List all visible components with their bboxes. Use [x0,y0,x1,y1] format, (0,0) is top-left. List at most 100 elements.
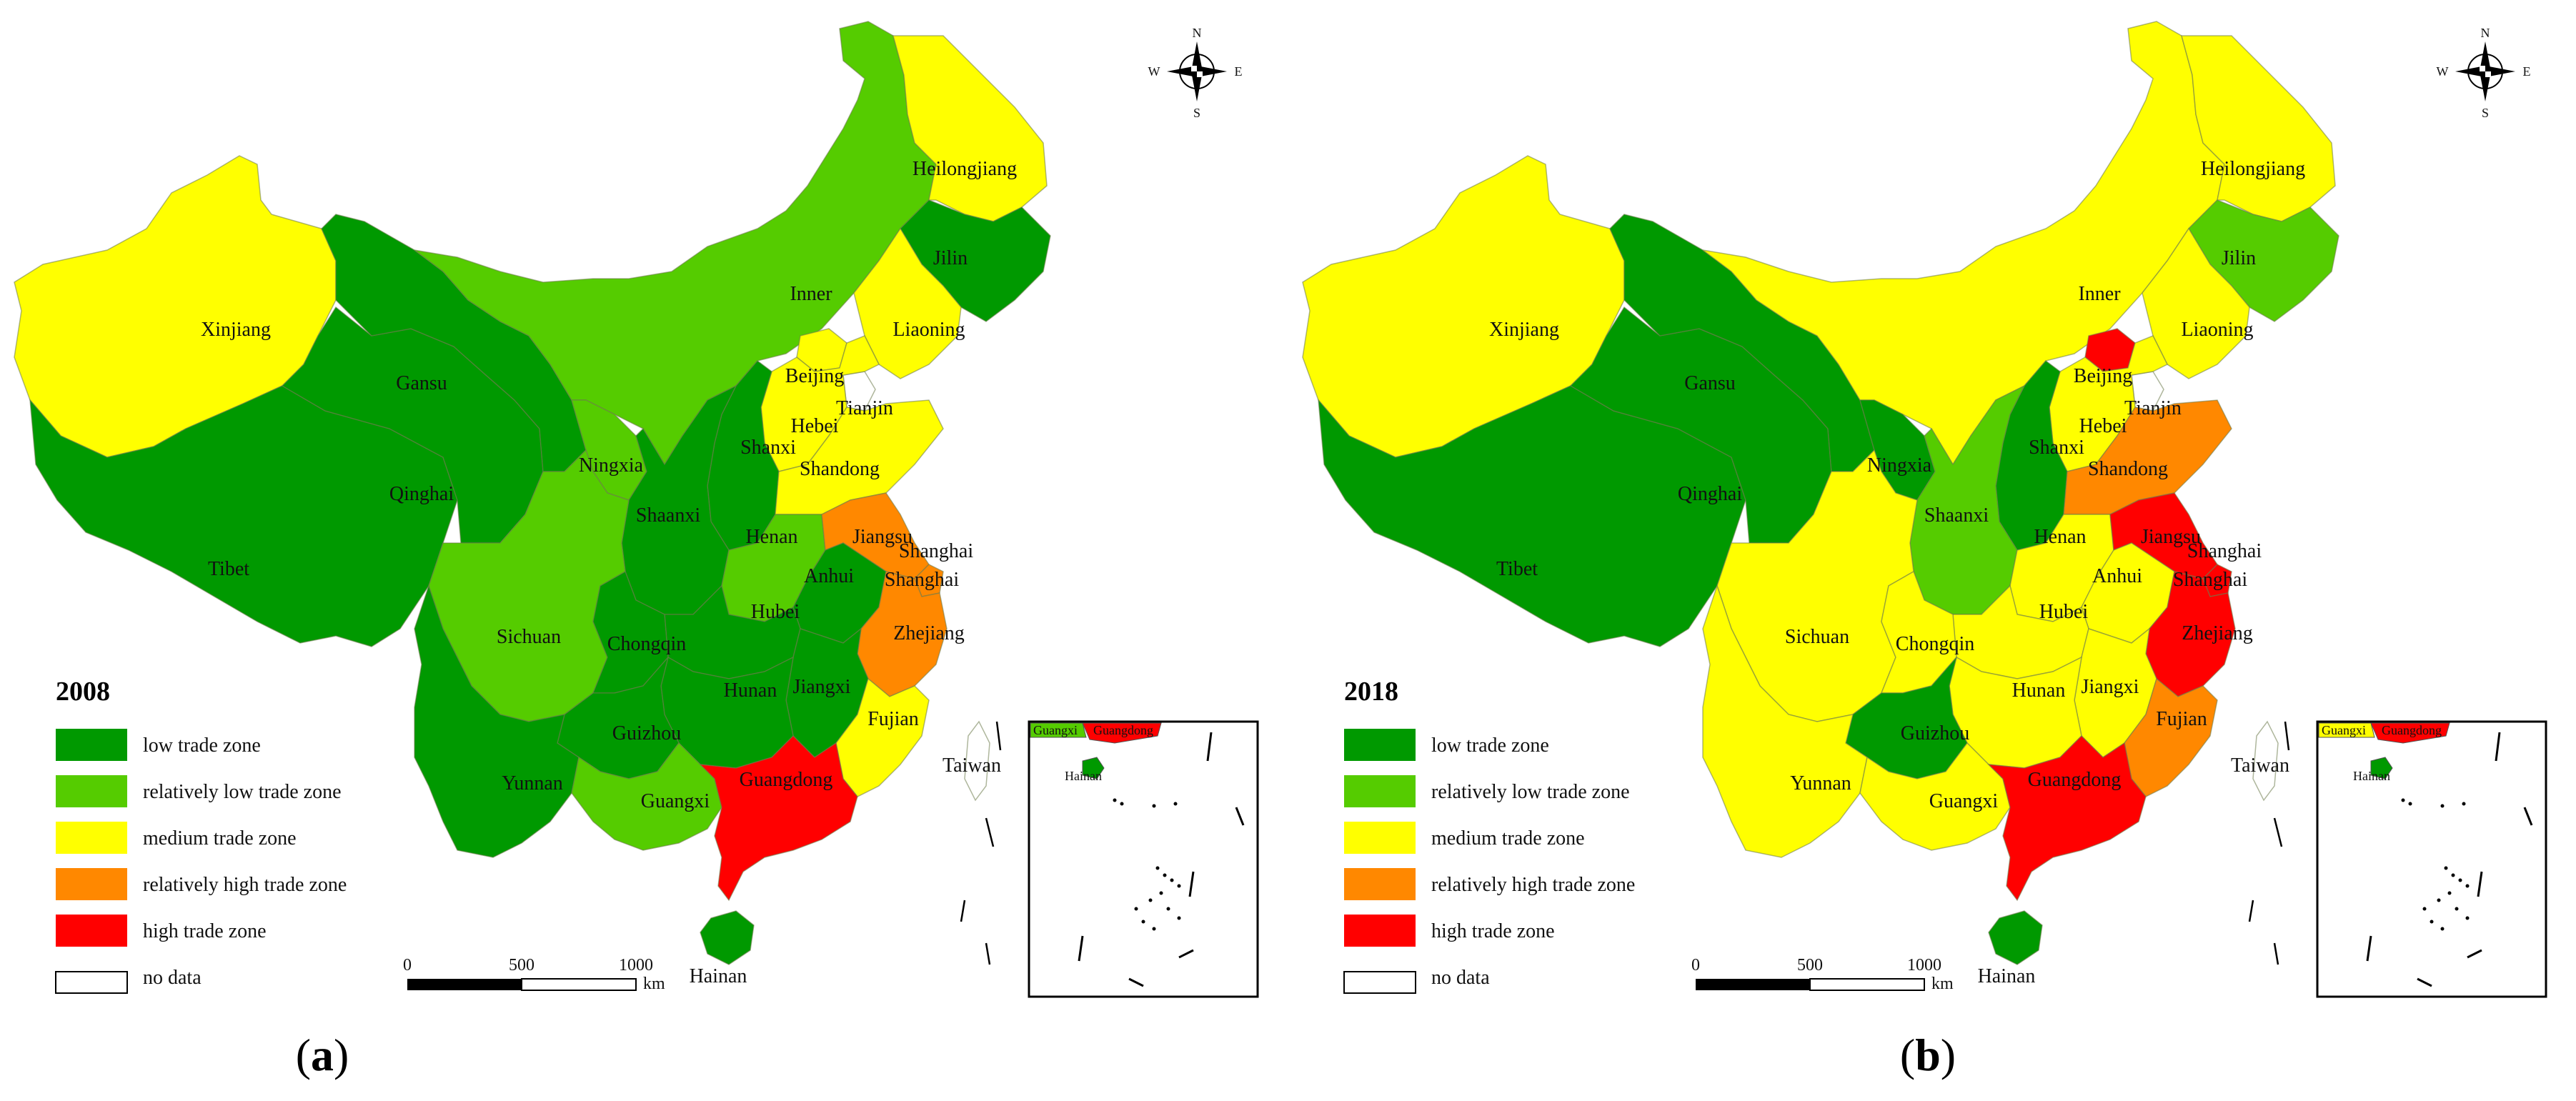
label-taiwan-b: Taiwan [2231,754,2289,777]
boundary-dash-3-a [985,942,991,965]
year-title-b: 2018 [1344,677,1398,707]
label-shanghai2-b: Shanghai [2173,569,2247,591]
inset-boundary-dash-5-a [1178,949,1194,959]
scale-unit-b: km [1931,975,1954,993]
legend-label-low-a: low trade zone [143,734,261,757]
label-anhui-b: Anhui [2092,565,2142,587]
compass-icon-b [2455,41,2515,101]
province-yunnan-b [1702,584,1868,858]
inset-island-10-a [1134,907,1138,911]
label-beijing-a: Beijing [785,365,844,387]
label-shandong-b: Shandong [2088,458,2168,480]
inset-island-10-b [2422,907,2427,911]
inset-boundary-dash-4-b [2417,977,2432,987]
label-guangdong-a: Guangdong [740,769,833,791]
province-hainan-a [700,910,755,965]
label-hainan-b: Hainan [1978,965,2036,987]
inset-island-11-b [2455,907,2459,911]
boundary-dash-1-b [2273,817,2283,847]
scale-bar-white-b [1809,978,1925,991]
boundary-dash-1-a [985,817,995,847]
inset-island-3-b [2462,802,2466,806]
label-tibet-a: Tibet [208,558,249,580]
scale-tick-0-a: 0 [403,956,412,975]
label-shandong-a: Shandong [800,458,880,480]
inset-island-7-a [1177,884,1181,888]
label-jiangsu-b: Jiangsu [2141,526,2201,548]
legend-label-relatively-high-a: relatively high trade zone [143,874,347,896]
inset-island-11-a [1166,907,1170,911]
inset-guangxi-a [1030,722,1087,738]
label-zhejiang-b: Zhejiang [2182,622,2253,644]
label-heilongjiang-b: Heilongjiang [2201,158,2305,180]
label-guangdong-b: Guangdong [2028,769,2122,791]
label-guangxi-b: Guangxi [1929,790,1999,812]
inset-boundary-dash-2-a [1188,871,1195,897]
province-taiwan-b [2252,720,2279,802]
province-taiwan-a [964,720,990,802]
label-sichuan-a: Sichuan [497,626,561,648]
label-sichuan-b: Sichuan [1785,626,1849,648]
province-guangdong-b [1986,734,2147,902]
year-title-a: 2008 [56,677,110,707]
label-xinjiang-a: Xinjiang [201,319,271,341]
inset-island-13-a [1141,920,1145,924]
label-henan-b: Henan [2034,526,2086,548]
legend-label-medium-a: medium trade zone [143,827,297,850]
label-jiangxi-b: Jiangxi [2082,676,2139,698]
legend-label-high-b: high trade zone [1431,920,1555,942]
inset-island-12-a [1177,916,1181,920]
legend-swatch-relatively-low-a [56,775,127,807]
map-panel-a: Xinjiang Tibet Qinghai Gansu Inner Heilongjia… [14,21,1259,1080]
label-anhui-a: Anhui [804,565,854,587]
inset-island-14-b [2440,927,2445,931]
label-shanghai-b: Shanghai [2187,540,2262,562]
inset-label-guangdong-b: Guangdong [2382,723,2442,737]
label-guizhou-b: Guizhou [1901,722,1969,744]
label-tianjin-b: Tianjin [2124,397,2182,419]
label-hainan-a: Hainan [690,965,747,987]
compass-n-label-a: N [1193,26,1202,40]
caption-b: (b) [1899,1030,1956,1080]
compass-icon-a [1167,41,1227,101]
compass-e-label-a: E [1235,64,1243,79]
legend-swatch-relatively-high-b [1344,868,1416,900]
inset-guangdong-b [2370,722,2450,744]
label-hunan-a: Hunan [724,679,777,702]
legend-swatch-relatively-high-a [56,868,127,900]
china-map-a: Xinjiang Tibet Qinghai Gansu Inner Heilongjia… [14,21,1259,998]
inset-label-guangxi-b: Guangxi [2322,723,2366,737]
inset-island-5-b [2451,873,2455,877]
inset-island-2-a [1152,804,1156,808]
inset-island-13-b [2430,920,2434,924]
inset-label-hainan-a: Hainan [1065,769,1102,783]
scale-tick-1-b: 500 [1797,956,1823,975]
legend-label-high-a: high trade zone [143,920,267,942]
label-beijing-b: Beijing [2074,365,2132,387]
boundary-dash-0-b [2284,721,2290,751]
inset-island-6-b [2458,878,2462,882]
boundary-dash-0-a [995,721,1002,751]
inset-boundary-dash-2-b [2477,871,2483,897]
label-henan-a: Henan [745,526,797,548]
legend-label-low-b: low trade zone [1431,734,1549,757]
label-fujian-a: Fujian [867,708,919,730]
label-tibet-b: Tibet [1496,558,1538,580]
scale-tick-1-a: 500 [509,956,534,975]
inset-island-2-b [2440,804,2445,808]
inset-frame-b [2316,720,2547,998]
inset-island-12-b [2465,916,2470,920]
inset-island-0-a [1113,798,1117,802]
china-map-b: Xinjiang Tibet Qinghai Gansu Inner Heilongjia… [1302,21,2547,998]
inset-island-0-b [2401,798,2405,802]
legend-swatch-relatively-low-b [1344,775,1416,807]
scale-bar-white-a [521,978,637,991]
legend-swatch-low-b [1344,729,1416,761]
inset-frame-a [1028,720,1259,998]
label-gansu-b: Gansu [1684,372,1736,394]
inset-hainan-a [1082,757,1105,779]
label-qinghai-b: Qinghai [1678,483,1742,505]
inset-island-9-b [2437,898,2441,902]
province-yunnan-a [414,584,580,858]
province-liaoning-a [853,227,962,379]
